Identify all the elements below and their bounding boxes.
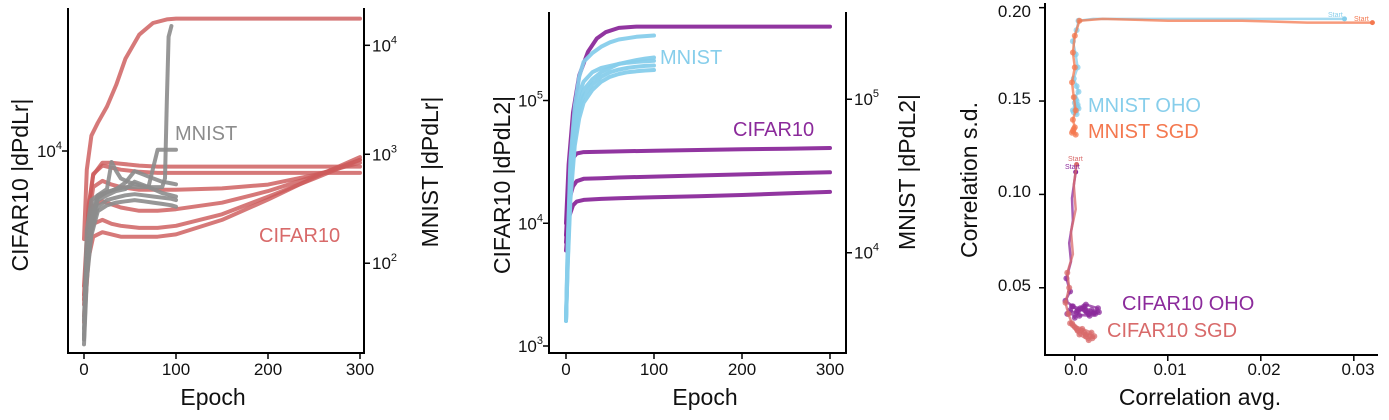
- panel-dpdl2: 103 104 105 104 105: [518, 12, 879, 359]
- p0-ytick-left-0: 104: [37, 140, 62, 161]
- corr-point-3-21: [1088, 329, 1095, 336]
- corr-point-2-25: [1086, 312, 1093, 319]
- p0-xtick-2: 200: [254, 360, 282, 379]
- panel-text-layer: Epoch CIFAR10 |dPdLr| MNIST |dPdLr| 0 10…: [7, 2, 1375, 410]
- p2-annot-cifar10-sgd: CIFAR10 SGD: [1107, 320, 1237, 342]
- corr-point-1-6: [1071, 32, 1078, 39]
- p2-ytick-3: 0.20: [998, 2, 1031, 21]
- corr-point-2-28: [1091, 309, 1098, 316]
- p1-ytick-right-0: 104: [854, 242, 879, 263]
- p2-ytick-0: 0.05: [998, 276, 1031, 295]
- p1-xtick-1: 100: [640, 360, 668, 379]
- cifar10-dpdlr-line-3: [82, 160, 362, 307]
- p0-annot-mnist: MNIST: [175, 123, 237, 145]
- p1-ylabel: CIFAR10 |dPdL2|: [489, 96, 515, 274]
- p2-axes-frame: [1044, 3, 1378, 356]
- p2-annot-cifar10-oho: CIFAR10 OHO: [1122, 293, 1254, 315]
- corr-path-2: [1064, 171, 1101, 319]
- p1-ytick-left-1: 104: [518, 212, 543, 233]
- mnist-dpdl2-line-7: [564, 63, 656, 323]
- p0-xtick-1: 100: [162, 360, 190, 379]
- corr-point-3-23: [1069, 322, 1076, 329]
- p0-annot-cifar10: CIFAR10: [259, 225, 340, 247]
- mnist-dpdl2-line-8: [564, 68, 656, 323]
- p1-annot-cifar10: CIFAR10: [733, 119, 814, 141]
- p2-ytick-1: 0.10: [998, 182, 1031, 201]
- corr-point-3-7: [1062, 299, 1069, 306]
- corr-point-1-9: [1069, 79, 1075, 86]
- corr-point-1-12: [1069, 116, 1076, 123]
- p2-start-label-cifar10-oho: Start: [1065, 164, 1080, 171]
- corr-start-marker-1: [1369, 20, 1375, 26]
- corr-point-2-29: [1082, 307, 1088, 314]
- p2-xtick-3: 0.03: [1341, 360, 1374, 379]
- p2-annot-mnist-oho: MNIST OHO: [1088, 95, 1201, 117]
- p2-xtick-0: 0.0: [1064, 360, 1088, 379]
- corr-point-0-11: [1073, 83, 1080, 90]
- corr-point-2-26: [1077, 305, 1084, 312]
- p1-ytick-left-2: 105: [518, 90, 543, 111]
- mnist-dpdlr-line-7: [82, 24, 174, 323]
- corr-point-1-17: [1069, 127, 1076, 134]
- p0-ytick-right-2: 104: [372, 34, 397, 55]
- corr-point-2-22: [1082, 301, 1089, 308]
- corr-point-3-22: [1079, 325, 1086, 332]
- corr-point-0-12: [1075, 88, 1082, 95]
- panel-correlation: [1039, 3, 1378, 361]
- corr-point-2-27: [1069, 303, 1075, 310]
- p0-axes-frame: [67, 8, 365, 354]
- corr-point-1-8: [1071, 64, 1078, 71]
- p1-ytick-right-1: 105: [854, 88, 879, 109]
- corr-point-1-7: [1069, 49, 1076, 56]
- mnist-dpdl2-line-6: [564, 55, 656, 323]
- cifar10-dpdl2-line-3: [564, 189, 832, 253]
- panel-dpdlr: 104 102 103 104: [37, 8, 397, 359]
- p2-start-label-mnist-sgd: Start: [1354, 16, 1369, 23]
- corr-start-marker-3: [1074, 162, 1080, 167]
- p1-xlabel: Epoch: [672, 384, 737, 410]
- corr-path-1: [1070, 17, 1373, 136]
- p1-ylabel-right: MNIST |dPdL2|: [894, 94, 920, 250]
- p0-xtick-0: 0: [79, 360, 88, 379]
- corr-point-3-6: [1066, 284, 1073, 291]
- p2-start-label-mnist-oho: Start: [1328, 12, 1343, 19]
- p1-axes-frame: [548, 12, 847, 354]
- corr-start-marker-0: [1342, 16, 1347, 22]
- p2-xlabel: Correlation avg.: [1119, 384, 1281, 410]
- p2-ylabel: Correlation s.d.: [956, 102, 982, 258]
- p0-xtick-3: 300: [346, 360, 374, 379]
- corr-point-3-8: [1065, 310, 1072, 317]
- corr-point-2-18: [1071, 314, 1078, 321]
- p1-xtick-2: 200: [728, 360, 756, 379]
- corr-point-1-11: [1072, 107, 1079, 114]
- p0-ylabel: CIFAR10 |dPdLr|: [7, 98, 33, 271]
- p0-ytick-right-1: 103: [372, 143, 397, 164]
- p1-annot-mnist: MNIST: [660, 47, 722, 69]
- p0-ylabel-right: MNIST |dPdLr|: [417, 97, 443, 248]
- p2-ytick-2: 0.15: [998, 89, 1031, 108]
- corr-point-3-5: [1064, 269, 1071, 276]
- p2-xtick-1: 0.01: [1153, 360, 1186, 379]
- p2-xtick-2: 0.02: [1247, 360, 1280, 379]
- p1-xtick-0: 0: [561, 360, 570, 379]
- corr-point-3-25: [1074, 327, 1081, 334]
- p0-ytick-right-0: 102: [372, 252, 397, 273]
- corr-point-2-21: [1095, 305, 1101, 312]
- p1-xtick-3: 300: [816, 360, 844, 379]
- corr-point-1-5: [1076, 17, 1083, 24]
- corr-point-1-10: [1070, 94, 1077, 101]
- p0-xlabel: Epoch: [180, 384, 245, 410]
- corr-point-3-24: [1082, 333, 1089, 340]
- cifar10-dpdlr-line-0: [82, 16, 362, 242]
- p1-ytick-left-0: 103: [518, 335, 543, 356]
- mnist-dpdlr-line-12: [82, 198, 178, 347]
- cifar10-dpdl2-line-2: [564, 170, 832, 245]
- corr-point-2-23: [1073, 309, 1080, 316]
- p2-annot-mnist-sgd: MNIST SGD: [1088, 121, 1199, 143]
- p2-start-label-cifar10-sgd: Start: [1068, 156, 1083, 163]
